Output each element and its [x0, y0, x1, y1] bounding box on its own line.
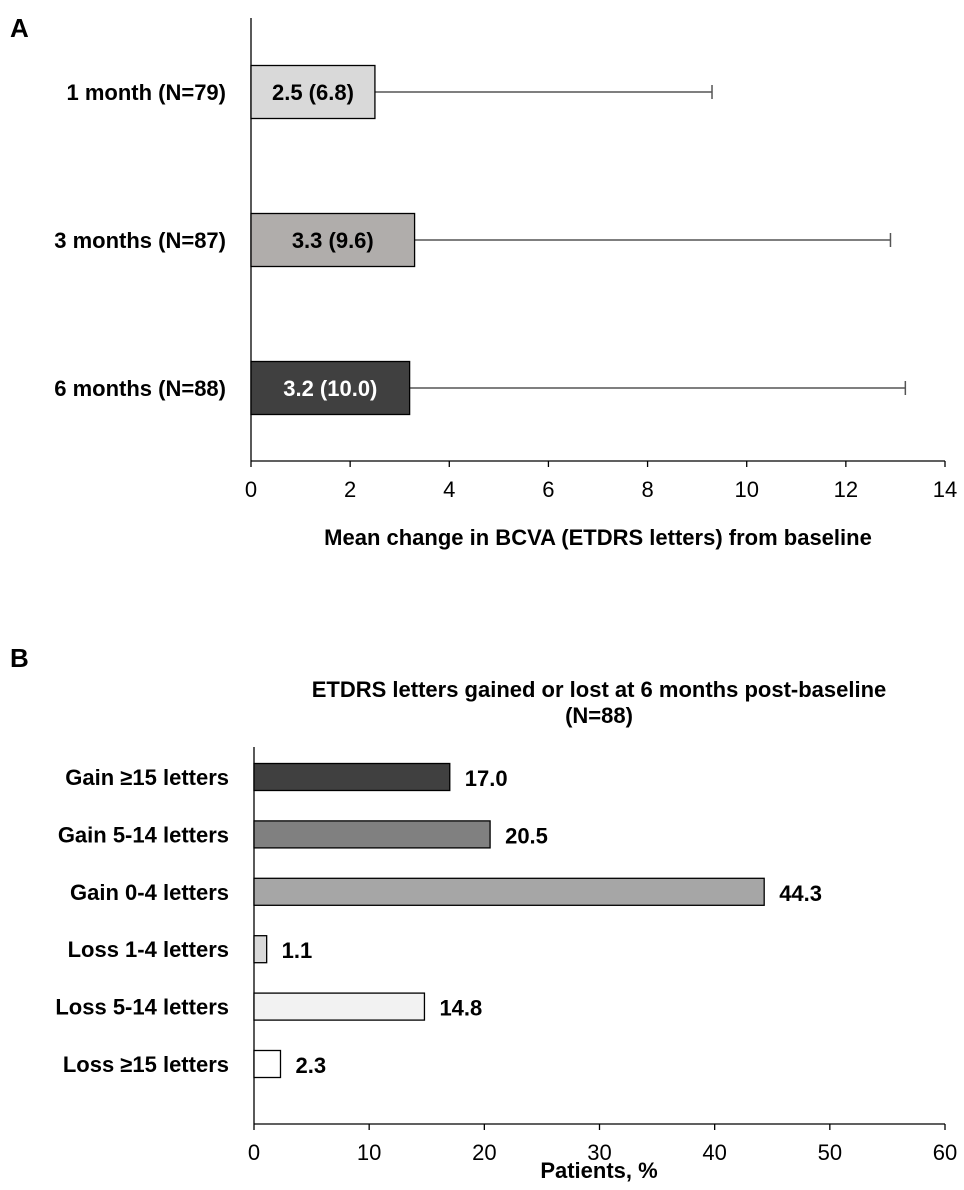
- panel-b-category-label: Gain ≥15 letters: [65, 765, 229, 790]
- panel-a-data-label: 2.5 (6.8): [272, 80, 354, 105]
- panel-a-bar: [250, 360, 411, 416]
- panel-b-bar: [253, 762, 451, 792]
- panel-a-x-tick-label: 10: [734, 477, 758, 502]
- panel-b-category-label: Loss 5-14 letters: [55, 995, 229, 1020]
- panel-b-bar: [253, 820, 491, 849]
- panel-a-x-tick-label: 14: [933, 477, 957, 502]
- panel-b-bar: [253, 877, 765, 906]
- panel-a-bar: [250, 212, 416, 268]
- panel-b-label: B: [10, 643, 29, 673]
- panel-b-x-tick-label: 60: [933, 1140, 957, 1165]
- panel-b-data-label: 14.8: [439, 996, 482, 1021]
- panel-a-x-tick-label: 6: [542, 477, 554, 502]
- panel-b-x-axis-label: Patients, %: [540, 1158, 657, 1183]
- panel-a-x-tick-label: 2: [344, 477, 356, 502]
- panel-b-bar: [253, 935, 268, 964]
- panel-a: A Mean change in BCVA (ETDRS letters) fr…: [10, 13, 957, 550]
- panel-b-x-tick-label: 40: [702, 1140, 726, 1165]
- panel-b-data-label: 20.5: [505, 823, 548, 848]
- panel-b: B ETDRS letters gained or lost at 6 mont…: [10, 643, 957, 1183]
- panel-a-x-tick-label: 12: [834, 477, 858, 502]
- panel-a-x-tick-label: 8: [641, 477, 653, 502]
- panel-b-category-label: Loss ≥15 letters: [63, 1052, 229, 1077]
- panel-b-x-tick-label: 20: [472, 1140, 496, 1165]
- panel-a-data-label: 3.2 (10.0): [283, 376, 377, 401]
- panel-b-x-tick-label: 30: [587, 1140, 611, 1165]
- panel-a-label: A: [10, 13, 29, 43]
- panel-a-data-label: 3.3 (9.6): [292, 228, 374, 253]
- panel-b-title: ETDRS letters gained or lost at 6 months…: [312, 677, 887, 702]
- panel-b-x-tick-label: 0: [248, 1140, 260, 1165]
- panel-a-bar: [250, 64, 376, 120]
- panel-b-data-label: 2.3: [295, 1053, 326, 1078]
- panel-a-x-axis-label: Mean change in BCVA (ETDRS letters) from…: [324, 525, 872, 550]
- panel-b-data-label: 1.1: [282, 938, 313, 963]
- panel-b-category-label: Loss 1-4 letters: [68, 937, 229, 962]
- panel-b-bar: [253, 992, 426, 1021]
- panel-b-x-tick-label: 10: [357, 1140, 381, 1165]
- panel-a-category-label: 1 month (N=79): [66, 80, 226, 105]
- panel-b-bar: [253, 1049, 282, 1079]
- panel-b-data-label: 44.3: [779, 881, 822, 906]
- panel-a-category-label: 3 months (N=87): [54, 228, 226, 253]
- panel-b-subtitle: (N=88): [565, 703, 633, 728]
- panel-a-x-tick-label: 0: [245, 477, 257, 502]
- panel-b-data-label: 17.0: [465, 766, 508, 791]
- panel-b-x-tick-label: 50: [818, 1140, 842, 1165]
- panel-a-category-label: 6 months (N=88): [54, 376, 226, 401]
- panel-b-category-label: Gain 0-4 letters: [70, 880, 229, 905]
- panel-a-x-tick-label: 4: [443, 477, 455, 502]
- panel-b-category-label: Gain 5-14 letters: [58, 822, 229, 847]
